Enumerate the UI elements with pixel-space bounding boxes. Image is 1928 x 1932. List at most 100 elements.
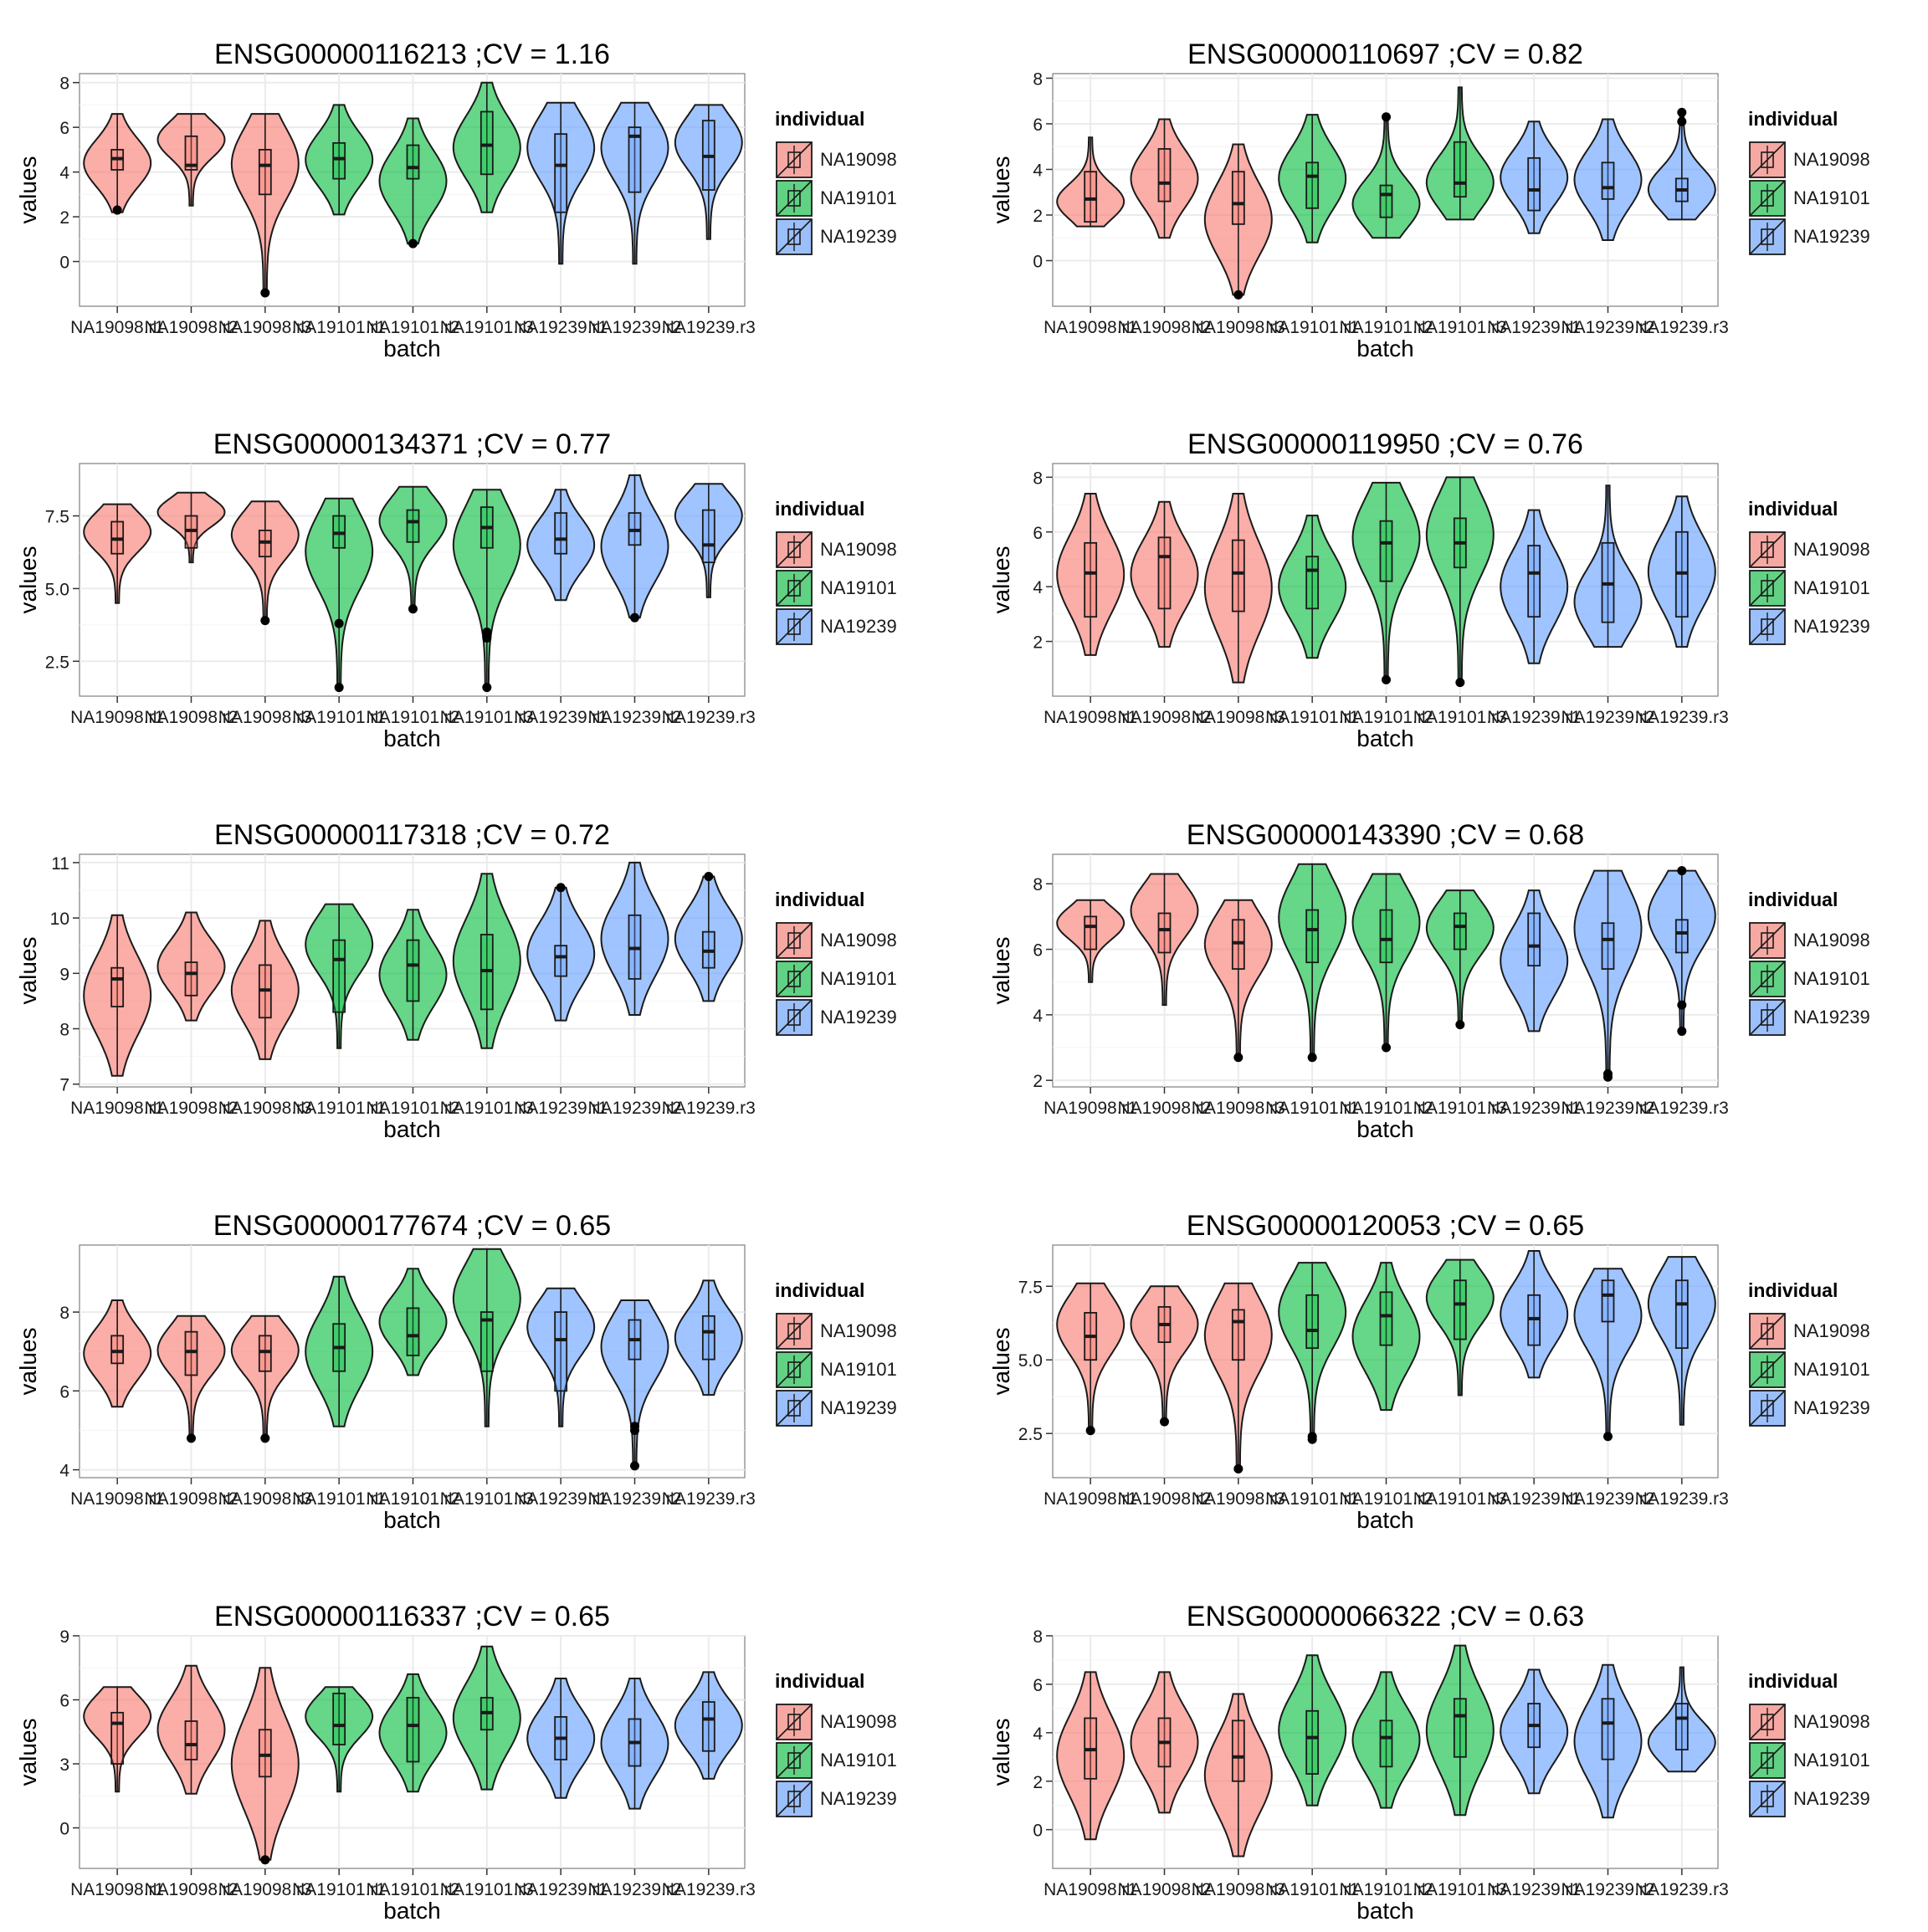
x-tick-label: NA19239.r1 xyxy=(1487,1880,1581,1899)
legend-item: NA19239 xyxy=(774,217,897,257)
x-tick-label: NA19098.r1 xyxy=(70,318,164,337)
legend-label: NA19098 xyxy=(820,539,897,560)
x-tick-label: NA19101.r2 xyxy=(1339,708,1433,727)
x-tick-label: NA19239.r2 xyxy=(1561,1489,1654,1509)
box-iqr xyxy=(1157,912,1172,954)
box-iqr xyxy=(1379,1719,1393,1768)
x-tick-label: NA19098.r2 xyxy=(144,1099,238,1118)
violin xyxy=(1278,863,1347,1063)
y-tick-label: 9 xyxy=(59,1627,69,1647)
x-tick-label: NA19101.r1 xyxy=(1265,1099,1359,1118)
y-tick-label: 8 xyxy=(1033,469,1043,488)
y-tick-label: 8 xyxy=(1033,875,1043,894)
x-tick-label: NA19239.r1 xyxy=(514,1880,608,1899)
x-tick-label: NA19101.r1 xyxy=(1265,708,1359,727)
violin xyxy=(1278,515,1347,659)
box-iqr xyxy=(1674,1703,1689,1751)
x-tick-label: NA19101.r3 xyxy=(1413,1880,1507,1899)
violin xyxy=(1425,86,1495,221)
violin xyxy=(230,113,300,298)
x-tick-label: NA19098.r2 xyxy=(144,708,238,727)
legend: individual NA19098 NA19101 NA19239 xyxy=(774,1279,897,1428)
violin-panel: ENSG00000066322 ;CV = 0.63 0 2 4 6 8 NA19098.r… xyxy=(988,1601,1870,1924)
violin xyxy=(600,1678,669,1810)
violin-panel: ENSG00000117318 ;CV = 0.72 7 8 9 10 11 NA19098… xyxy=(15,819,897,1142)
violin xyxy=(83,1299,152,1408)
y-tick-label: 7.5 xyxy=(45,508,69,527)
outlier-point xyxy=(1085,1426,1095,1436)
box-iqr xyxy=(184,1720,198,1760)
box-iqr xyxy=(1601,922,1615,970)
x-axis-label: batch xyxy=(383,1116,441,1142)
x-tick-label: NA19239.r3 xyxy=(1635,708,1729,727)
box-iqr xyxy=(1084,171,1098,223)
outlier-point xyxy=(334,618,344,628)
violin-panel: ENSG00000143390 ;CV = 0.68 2 4 6 8 NA19098.r1… xyxy=(988,819,1870,1142)
legend-item: NA19239 xyxy=(1747,997,1870,1038)
x-axis-label: batch xyxy=(1356,725,1414,751)
box-iqr xyxy=(332,939,346,1013)
violin xyxy=(230,920,300,1060)
legend-item: NA19098 xyxy=(1747,530,1870,570)
x-tick-label: NA19098.r2 xyxy=(144,1489,238,1509)
violin xyxy=(600,861,669,1016)
x-axis-label: batch xyxy=(383,336,441,361)
legend-item: NA19098 xyxy=(774,530,897,570)
x-tick-label: NA19098.r2 xyxy=(1117,1880,1211,1899)
y-tick-label: 0 xyxy=(59,1820,69,1839)
outlier-point xyxy=(1677,1026,1687,1036)
legend: individual NA19098 NA19101 NA19239 xyxy=(774,498,897,647)
legend-label: NA19098 xyxy=(1793,539,1870,560)
violin-panel: ENSG00000110697 ;CV = 0.82 0 2 4 6 8 NA19098.r… xyxy=(988,38,1870,361)
y-tick-label: 5.0 xyxy=(45,580,69,599)
violin xyxy=(1351,481,1421,684)
box-iqr xyxy=(332,141,346,180)
x-tick-label: NA19101.r3 xyxy=(440,1489,534,1509)
violin xyxy=(1203,899,1273,1063)
violin xyxy=(1351,1671,1421,1809)
box-iqr xyxy=(1379,909,1393,964)
legend-title: individual xyxy=(775,1279,864,1301)
violin xyxy=(305,1686,374,1793)
violin xyxy=(1647,866,1716,1036)
x-tick-label: NA19239.r3 xyxy=(1635,1880,1729,1899)
box-iqr xyxy=(701,509,715,564)
outlier-point xyxy=(704,871,714,881)
y-tick-label: 2.5 xyxy=(45,653,69,672)
x-axis-label: batch xyxy=(383,1898,441,1924)
violin xyxy=(156,491,226,564)
outlier-point xyxy=(482,633,492,643)
x-tick-label: NA19239.r3 xyxy=(662,708,756,727)
violin xyxy=(600,1299,669,1471)
x-axis-label: batch xyxy=(383,725,441,751)
x-tick-label: NA19098.r1 xyxy=(70,1880,164,1899)
violin xyxy=(1573,1663,1643,1819)
box-iqr xyxy=(258,1335,272,1372)
box-iqr xyxy=(1084,915,1098,951)
box-iqr xyxy=(1305,1709,1320,1775)
violin xyxy=(378,1673,448,1793)
legend-label: NA19239 xyxy=(820,226,897,247)
box-iqr xyxy=(1084,541,1098,618)
x-axis-label: batch xyxy=(1356,1116,1414,1142)
box-iqr xyxy=(1453,1279,1467,1340)
violin xyxy=(526,101,596,265)
x-tick-label: NA19239.r3 xyxy=(1635,1489,1729,1509)
outlier-point xyxy=(1233,1053,1243,1063)
y-tick-label: 7.5 xyxy=(1018,1278,1043,1297)
legend: individual NA19098 NA19101 NA19239 xyxy=(774,108,897,257)
y-tick-label: 8 xyxy=(59,74,69,94)
violin xyxy=(156,1664,226,1795)
violin xyxy=(674,871,743,1002)
violin xyxy=(1056,899,1126,983)
y-tick-label: 2 xyxy=(1033,633,1043,653)
legend-label: NA19098 xyxy=(820,1711,897,1732)
y-tick-label: 6 xyxy=(1033,524,1043,543)
legend: individual NA19098 NA19101 NA19239 xyxy=(774,1670,897,1819)
box-iqr xyxy=(332,1692,346,1745)
legend-title: individual xyxy=(775,108,864,130)
violin xyxy=(1278,1262,1347,1444)
y-axis-label: values xyxy=(15,546,41,614)
box-iqr xyxy=(1453,141,1467,198)
violin xyxy=(378,117,448,249)
